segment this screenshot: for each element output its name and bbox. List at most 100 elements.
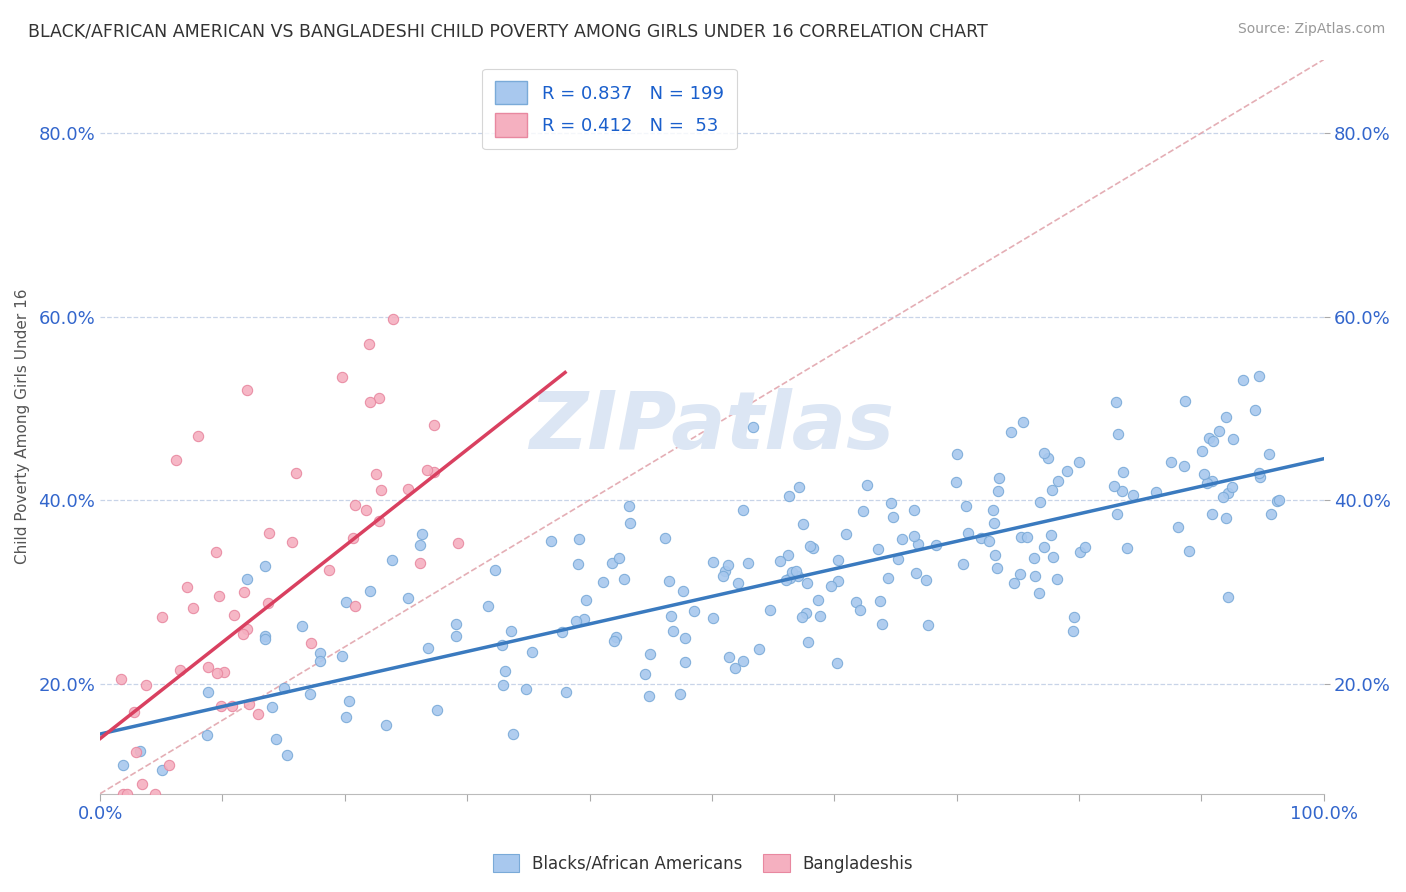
Point bbox=[418, 640, 440, 655]
Point bbox=[785, 564, 807, 578]
Point bbox=[1112, 466, 1135, 480]
Point bbox=[1105, 395, 1128, 409]
Point bbox=[236, 622, 259, 636]
Point bbox=[344, 599, 367, 614]
Point bbox=[869, 594, 891, 608]
Y-axis label: Child Poverty Among Girls Under 16: Child Poverty Among Girls Under 16 bbox=[15, 289, 30, 565]
Point bbox=[491, 638, 513, 652]
Point bbox=[276, 747, 298, 762]
Point bbox=[515, 682, 537, 697]
Point bbox=[790, 609, 813, 624]
Point bbox=[702, 611, 724, 625]
Point bbox=[1144, 485, 1167, 500]
Point bbox=[794, 606, 817, 620]
Point bbox=[381, 311, 404, 326]
Point bbox=[638, 689, 661, 703]
Point bbox=[375, 718, 398, 732]
Point bbox=[808, 609, 831, 624]
Point bbox=[801, 541, 824, 556]
Point bbox=[711, 569, 734, 583]
Point bbox=[197, 660, 219, 674]
Point bbox=[165, 452, 187, 467]
Point bbox=[208, 589, 231, 603]
Point bbox=[444, 616, 467, 631]
Point bbox=[1010, 566, 1032, 581]
Point bbox=[787, 480, 810, 494]
Point bbox=[638, 647, 661, 661]
Point bbox=[416, 462, 439, 476]
Point bbox=[849, 603, 872, 617]
Point bbox=[1249, 369, 1271, 384]
Point bbox=[917, 617, 939, 632]
Point bbox=[799, 539, 821, 553]
Point bbox=[368, 391, 391, 405]
Point bbox=[494, 664, 516, 678]
Point bbox=[603, 634, 626, 648]
Point bbox=[1033, 540, 1056, 554]
Point bbox=[834, 526, 856, 541]
Point bbox=[987, 484, 1010, 499]
Point bbox=[1010, 530, 1032, 544]
Point bbox=[852, 504, 875, 518]
Point bbox=[502, 727, 524, 741]
Point bbox=[131, 777, 153, 791]
Point bbox=[273, 681, 295, 695]
Point bbox=[776, 548, 799, 562]
Point bbox=[1069, 544, 1091, 558]
Point bbox=[870, 617, 893, 632]
Point bbox=[125, 745, 148, 759]
Point bbox=[1105, 507, 1128, 521]
Point bbox=[426, 702, 449, 716]
Point bbox=[257, 526, 280, 541]
Point bbox=[792, 517, 814, 532]
Point bbox=[1201, 434, 1223, 448]
Point bbox=[882, 509, 904, 524]
Point bbox=[1063, 610, 1085, 624]
Point bbox=[398, 591, 420, 605]
Point bbox=[714, 565, 737, 579]
Point bbox=[1218, 590, 1240, 604]
Point bbox=[1178, 543, 1201, 558]
Point bbox=[668, 687, 690, 701]
Point bbox=[946, 447, 969, 461]
Point bbox=[661, 624, 683, 638]
Point bbox=[309, 654, 332, 668]
Point bbox=[492, 678, 515, 692]
Point bbox=[868, 541, 890, 556]
Point bbox=[1122, 488, 1144, 502]
Point bbox=[209, 699, 232, 714]
Point bbox=[807, 592, 830, 607]
Point bbox=[780, 565, 803, 579]
Point bbox=[409, 538, 432, 552]
Point bbox=[778, 489, 800, 503]
Point bbox=[181, 600, 204, 615]
Point bbox=[1192, 467, 1215, 482]
Point bbox=[253, 632, 276, 647]
Point bbox=[246, 707, 269, 722]
Point bbox=[1249, 469, 1271, 483]
Point bbox=[956, 526, 979, 541]
Point bbox=[1260, 508, 1282, 522]
Point bbox=[1024, 569, 1046, 583]
Point bbox=[280, 535, 302, 549]
Point bbox=[672, 584, 695, 599]
Point bbox=[855, 478, 877, 492]
Point bbox=[717, 650, 740, 665]
Point bbox=[359, 584, 381, 599]
Point bbox=[727, 576, 749, 591]
Point bbox=[619, 516, 641, 531]
Point bbox=[551, 624, 574, 639]
Point bbox=[224, 607, 246, 622]
Point bbox=[1000, 425, 1022, 440]
Point bbox=[143, 787, 166, 801]
Point bbox=[135, 678, 157, 692]
Point bbox=[1215, 510, 1237, 524]
Point bbox=[796, 576, 818, 591]
Point bbox=[423, 465, 446, 479]
Point bbox=[411, 527, 433, 541]
Point bbox=[335, 595, 357, 609]
Point bbox=[733, 503, 755, 517]
Point bbox=[925, 538, 948, 552]
Point bbox=[987, 471, 1010, 485]
Point bbox=[845, 595, 868, 609]
